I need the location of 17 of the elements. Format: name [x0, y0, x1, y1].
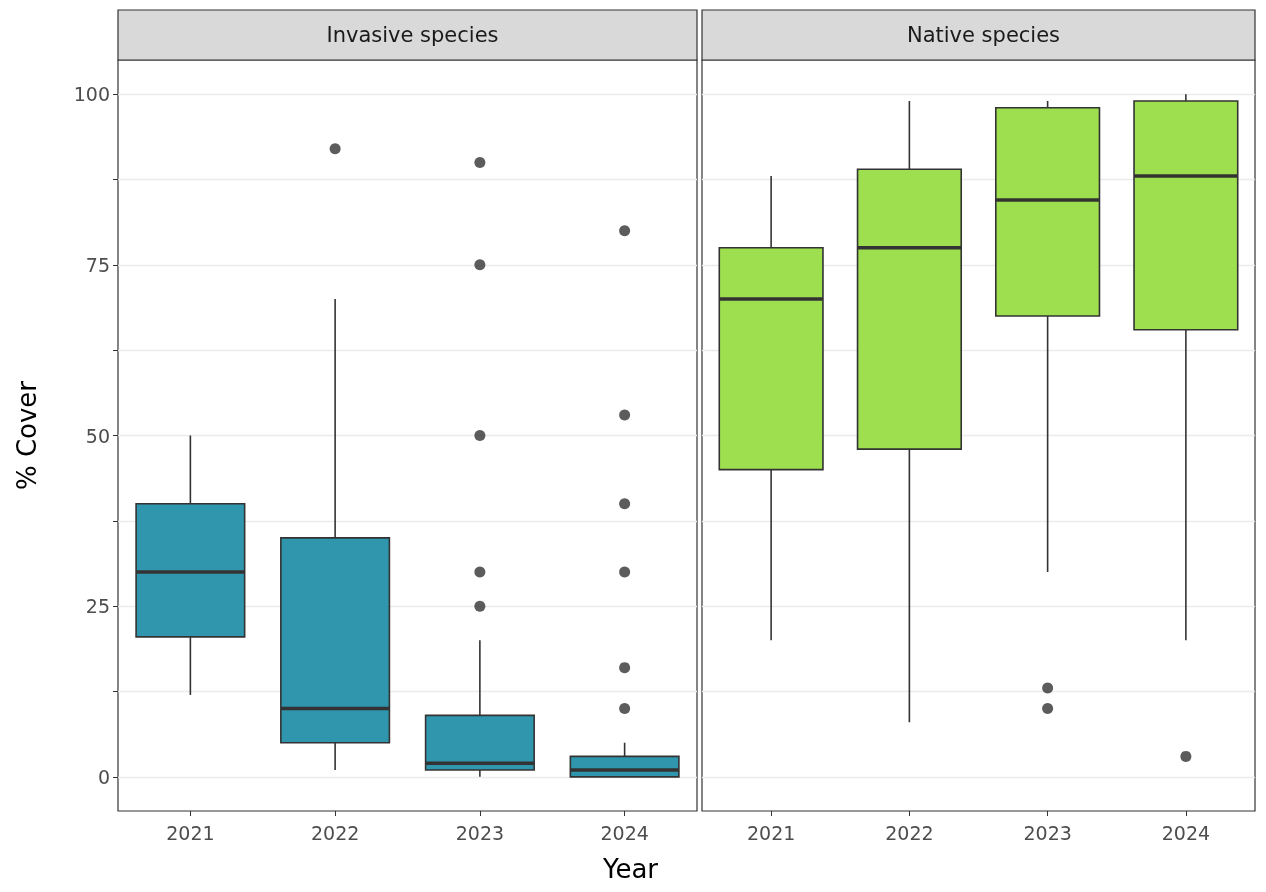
y-tick-label: 25	[85, 595, 110, 618]
x-tick-label: 2023	[455, 821, 505, 844]
x-tick-label: 2024	[1161, 821, 1211, 844]
chart-title: Invasive species	[326, 22, 499, 47]
y-tick-label: 75	[85, 253, 110, 276]
y-tick-label: 50	[85, 424, 110, 447]
x-tick-label: 2022	[310, 821, 360, 844]
chart-title: Native species	[906, 22, 1061, 47]
y-tick-label: 0	[97, 765, 110, 788]
x-tick-label: 2022	[885, 821, 934, 844]
x-tick-label: 2021	[746, 821, 796, 844]
x-axis-title: Year	[602, 854, 659, 884]
y-axis-title: % Cover	[12, 380, 42, 491]
x-tick-label: 2021	[166, 821, 215, 844]
x-tick-label: 2023	[1023, 821, 1072, 844]
y-tick-label: 100	[73, 83, 110, 106]
x-tick-label: 2024	[600, 821, 649, 844]
